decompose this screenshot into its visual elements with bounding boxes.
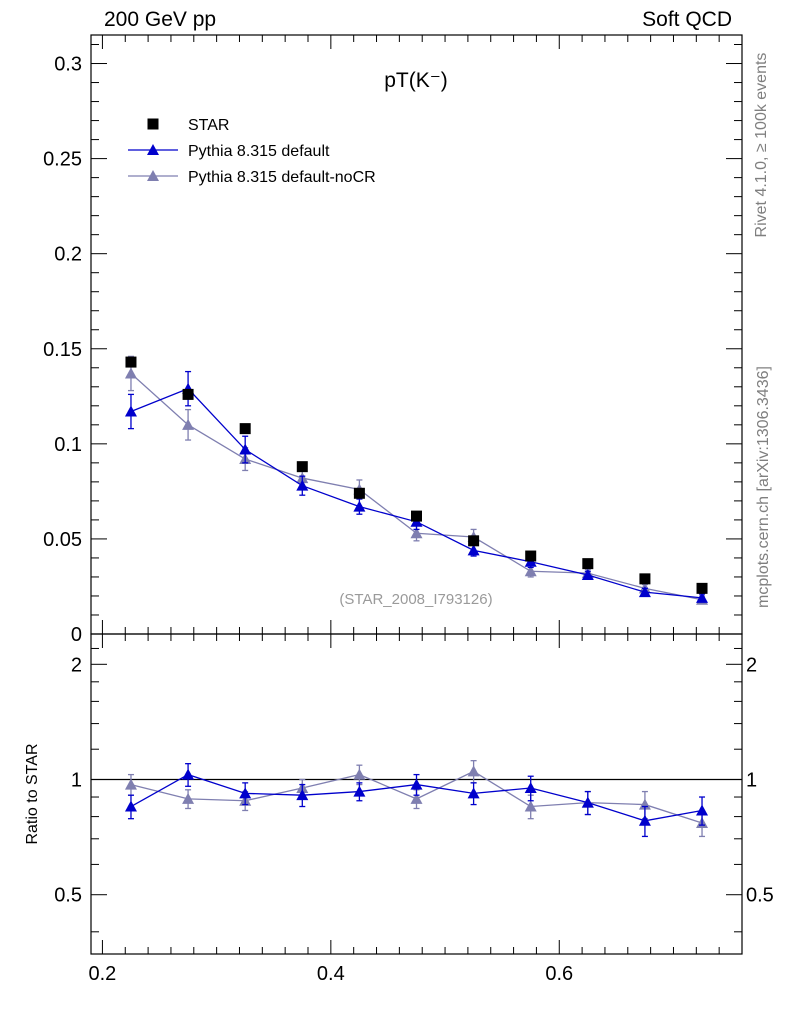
ratio-point-pythia-8-315-default bbox=[638, 814, 651, 826]
ratio-point-pythia-8-315-default-nocr bbox=[467, 765, 480, 777]
ratio-point-pythia-8-315-default-nocr bbox=[182, 792, 195, 804]
ratio-y-tick-label-right: 2 bbox=[746, 654, 757, 676]
y-tick-label: 0.05 bbox=[43, 529, 82, 551]
data-point-pythia-8-315-default bbox=[581, 569, 594, 581]
header-process-label: 200 GeV pp bbox=[104, 8, 217, 31]
ratio-point-pythia-8-315-default bbox=[296, 789, 309, 801]
legend-marker-pythia-8-315-default-nocr bbox=[147, 170, 159, 181]
legend-label-pythia-8-315-default: Pythia 8.315 default bbox=[188, 143, 330, 160]
ratio-point-pythia-8-315-default bbox=[239, 787, 252, 799]
reference-label: (STAR_2008_I793126) bbox=[339, 591, 492, 608]
data-point-pythia-8-315-default bbox=[296, 479, 309, 491]
ratio-point-pythia-8-315-default bbox=[410, 778, 423, 790]
data-point-pythia-8-315-default-nocr bbox=[182, 418, 195, 430]
data-point-star bbox=[182, 388, 194, 400]
data-point-star bbox=[582, 558, 594, 570]
ratio-plot-frame bbox=[90, 633, 743, 955]
ratio-point-pythia-8-315-default bbox=[524, 782, 537, 794]
ratio-point-pythia-8-315-default bbox=[353, 785, 366, 797]
data-point-star bbox=[525, 550, 537, 562]
data-point-star bbox=[639, 573, 651, 585]
data-point-pythia-8-315-default bbox=[696, 591, 709, 603]
ratio-y-axis-title: Ratio to STAR bbox=[24, 743, 41, 844]
x-tick-label: 0.2 bbox=[89, 963, 117, 985]
data-point-pythia-8-315-default bbox=[638, 586, 651, 598]
ratio-point-pythia-8-315-default bbox=[696, 804, 709, 816]
legend-label-pythia-8-315-default-nocr: Pythia 8.315 default-noCR bbox=[188, 169, 376, 186]
ratio-y-tick-label: 1 bbox=[71, 770, 82, 792]
ratio-point-pythia-8-315-default-nocr bbox=[410, 792, 423, 804]
data-point-pythia-8-315-default-nocr bbox=[524, 565, 537, 577]
data-point-star bbox=[353, 487, 365, 499]
x-tick-label: 0.6 bbox=[545, 963, 573, 985]
y-tick-label: 0 bbox=[71, 624, 82, 646]
data-point-pythia-8-315-default bbox=[239, 443, 252, 455]
ratio-y-tick-label-right: 1 bbox=[746, 770, 757, 792]
legend-marker-pythia-8-315-default bbox=[147, 144, 159, 155]
ratio-y-tick-label: 2 bbox=[71, 654, 82, 676]
header-category-label: Soft QCD bbox=[642, 8, 732, 31]
ratio-point-pythia-8-315-default bbox=[182, 768, 195, 780]
data-point-star bbox=[468, 535, 480, 547]
ratio-point-pythia-8-315-default-nocr bbox=[353, 768, 366, 780]
data-point-star bbox=[125, 356, 137, 368]
plot-title: pT(K⁻) bbox=[384, 69, 448, 92]
data-point-star bbox=[296, 461, 308, 473]
data-point-pythia-8-315-default bbox=[124, 405, 137, 417]
ratio-point-pythia-8-315-default bbox=[124, 800, 137, 812]
ratio-point-pythia-8-315-default-nocr bbox=[124, 778, 137, 790]
legend-label-star: STAR bbox=[188, 117, 229, 134]
data-point-pythia-8-315-default bbox=[353, 500, 366, 512]
series-line-pythia-8-315-default-nocr bbox=[130, 372, 703, 601]
ratio-y-tick-label-right: 0.5 bbox=[746, 885, 774, 907]
data-point-pythia-8-315-default bbox=[467, 544, 480, 556]
ratio-point-pythia-8-315-default bbox=[581, 796, 594, 808]
data-point-star bbox=[411, 510, 422, 522]
series-line-pythia-8-315-default bbox=[130, 387, 703, 599]
data-point-star bbox=[696, 582, 708, 594]
y-tick-label: 0.25 bbox=[43, 149, 82, 171]
x-tick-label: 0.4 bbox=[317, 963, 345, 985]
ratio-point-pythia-8-315-default bbox=[467, 787, 480, 799]
data-point-pythia-8-315-default-nocr bbox=[124, 367, 137, 379]
y-tick-label: 0.15 bbox=[43, 339, 82, 361]
data-point-star bbox=[239, 423, 251, 435]
ratio-point-pythia-8-315-default-nocr bbox=[524, 800, 537, 812]
y-tick-label: 0.1 bbox=[54, 434, 82, 456]
data-point-pythia-8-315-default-nocr bbox=[410, 527, 423, 539]
y-tick-label: 0.2 bbox=[54, 244, 82, 266]
y-tick-label: 0.3 bbox=[54, 54, 82, 76]
legend-marker-star bbox=[147, 118, 159, 130]
ratio-y-tick-label: 0.5 bbox=[54, 885, 82, 907]
